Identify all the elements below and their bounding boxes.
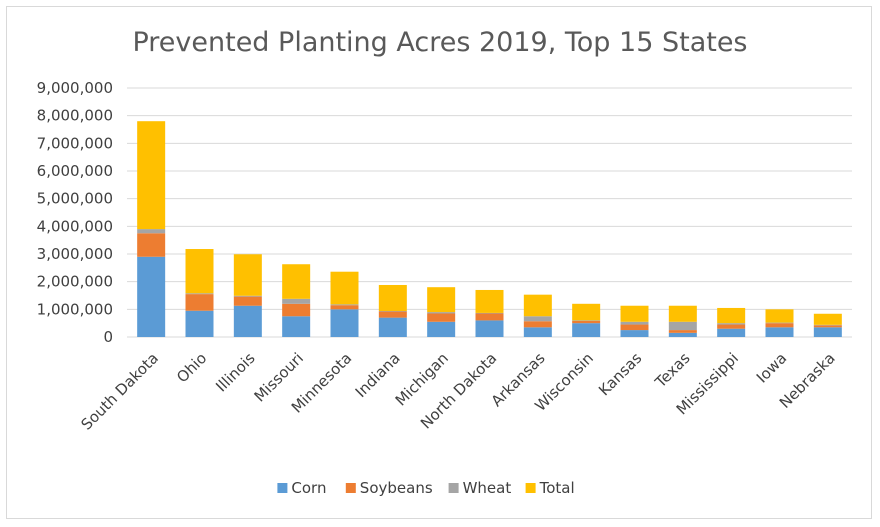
bar-soybeans-minnesota <box>330 305 359 310</box>
bar-total-minnesota <box>330 271 359 305</box>
x-axis-ticks: South Dakota Ohio IllinoisMissouriMinnesot… <box>77 349 838 434</box>
bar-soybeans-wisconsin <box>572 320 601 324</box>
x-tick-label: Kansas <box>595 349 645 399</box>
bar-soybeans-arkansas <box>523 321 552 328</box>
bar-total-north-dakota <box>475 289 504 313</box>
bar-corn-minnesota <box>330 309 359 337</box>
bar-corn-michigan <box>427 321 456 337</box>
bar-soybeans-south-dakota <box>137 233 166 257</box>
bar-wheat-nebraska <box>813 324 842 326</box>
bar-wheat-mississippi <box>717 323 746 325</box>
legend-swatch-wheat <box>448 483 459 493</box>
y-tick-label: 5,000,000 <box>37 190 113 208</box>
legend-label-soybeans: Soybeans <box>360 479 433 497</box>
bar-corn-kansas <box>620 330 649 337</box>
bar-wheat-michigan <box>427 312 456 314</box>
bar-total-south-dakota <box>137 121 166 230</box>
bar-total-ohio <box>185 249 214 294</box>
y-tick-label: 8,000,000 <box>37 107 113 125</box>
bar-corn-wisconsin <box>572 323 601 337</box>
y-tick-label: 2,000,000 <box>37 273 113 291</box>
bar-soybeans-north-dakota <box>475 313 504 321</box>
bar-corn-ohio <box>185 310 214 337</box>
bar-total-missouri <box>282 264 311 299</box>
bar-wheat-missouri <box>282 298 311 304</box>
bar-soybeans-michigan <box>427 313 456 322</box>
bar-soybeans-illinois <box>233 296 262 306</box>
bar-wheat-south-dakota <box>137 229 166 234</box>
bar-corn-arkansas <box>523 327 552 337</box>
bar-soybeans-mississippi <box>717 324 746 329</box>
bar-total-indiana <box>378 284 407 311</box>
chart-frame: Prevented Planting Acres 2019, Top 15 St… <box>6 6 872 519</box>
bar-corn-texas <box>668 332 697 337</box>
bar-wheat-illinois <box>233 295 262 297</box>
bar-corn-missouri <box>282 316 311 337</box>
bar-soybeans-kansas <box>620 324 649 331</box>
y-tick-label: 7,000,000 <box>37 134 113 152</box>
y-tick-label: 6,000,000 <box>37 162 113 180</box>
y-tick-label: 3,000,000 <box>37 245 113 263</box>
y-tick-label: 4,000,000 <box>37 217 113 235</box>
x-tick-label: Texas <box>651 349 694 392</box>
bar-total-mississippi <box>717 307 746 324</box>
bar-soybeans-texas <box>668 330 697 333</box>
bar-soybeans-iowa <box>765 323 794 328</box>
stacked-bar-chart: Prevented Planting Acres 2019, Top 15 St… <box>37 27 852 497</box>
bar-wheat-minnesota <box>330 304 359 306</box>
y-axis-ticks: 0 1,000,000 2,000,000 3,000,000 4,000,000 5,0… <box>37 79 113 346</box>
legend-swatch-soybeans <box>345 483 356 493</box>
bar-wheat-wisconsin <box>572 320 601 321</box>
y-tick-label: 9,000,000 <box>37 79 113 97</box>
bar-wheat-arkansas <box>523 316 552 322</box>
y-tick-label: 1,000,000 <box>37 300 113 318</box>
bar-total-texas <box>668 305 697 322</box>
legend-label-total: Total <box>539 479 575 497</box>
bar-soybeans-indiana <box>378 311 407 318</box>
bar-corn-iowa <box>765 327 794 337</box>
bars <box>137 121 842 337</box>
x-tick-label: Iowa <box>753 349 791 387</box>
bar-corn-south-dakota <box>137 256 166 337</box>
legend-swatch-corn <box>277 483 288 493</box>
bar-wheat-texas <box>668 321 697 331</box>
bar-total-arkansas <box>523 294 552 317</box>
legend: Corn Soybeans Wheat Total <box>277 479 575 497</box>
bar-total-iowa <box>765 309 794 323</box>
bar-total-michigan <box>427 287 456 313</box>
bar-wheat-ohio <box>185 293 214 295</box>
y-tick-label: 0 <box>103 328 113 346</box>
legend-label-corn: Corn <box>291 479 326 497</box>
bar-corn-nebraska <box>813 327 842 337</box>
bar-total-kansas <box>620 305 649 322</box>
bar-soybeans-ohio <box>185 294 214 311</box>
bar-wheat-iowa <box>765 322 794 324</box>
bar-corn-mississippi <box>717 328 746 337</box>
bar-wheat-north-dakota <box>475 312 504 314</box>
chart-title: Prevented Planting Acres 2019, Top 15 St… <box>132 27 747 58</box>
bar-soybeans-nebraska <box>813 325 842 328</box>
legend-label-wheat: Wheat <box>463 479 512 497</box>
x-tick-label: Illinois <box>212 349 259 396</box>
bar-total-wisconsin <box>572 303 601 321</box>
x-tick-label: Ohio <box>173 349 210 386</box>
bar-wheat-kansas <box>620 321 649 325</box>
legend-swatch-total <box>525 483 536 493</box>
bar-corn-north-dakota <box>475 320 504 337</box>
x-tick-label: South Dakota <box>77 349 162 434</box>
bar-corn-indiana <box>378 317 407 337</box>
bar-wheat-indiana <box>378 310 407 312</box>
bar-total-nebraska <box>813 313 842 325</box>
bar-soybeans-missouri <box>282 303 311 317</box>
bar-corn-illinois <box>233 305 262 337</box>
bar-total-illinois <box>233 254 262 296</box>
